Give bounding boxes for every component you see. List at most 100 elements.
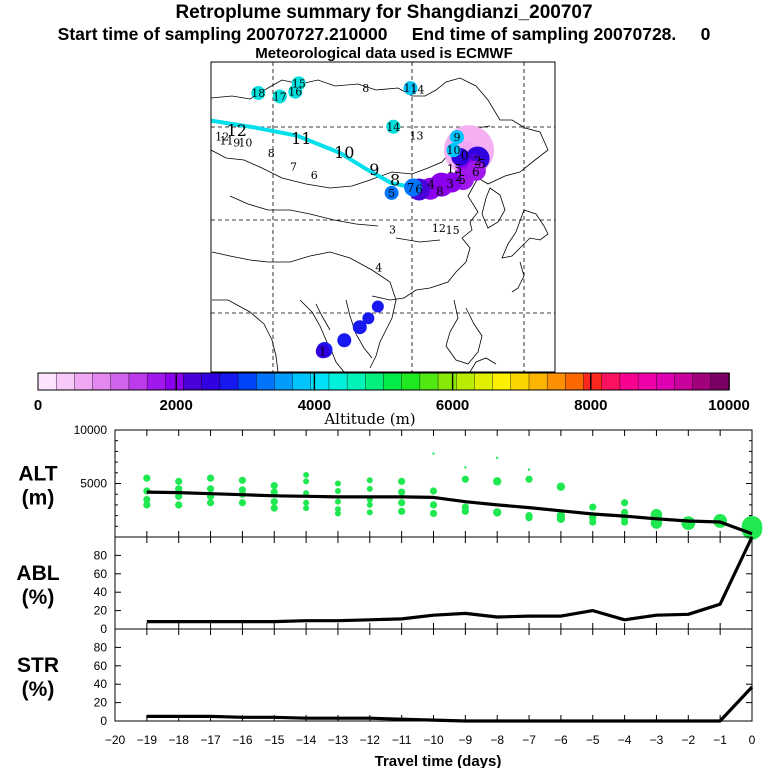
sampling-time-subtitle: Start time of sampling 20070727.210000 E… bbox=[57, 24, 711, 44]
alt-scatter-point bbox=[334, 510, 341, 517]
alt-scatter-point bbox=[398, 488, 406, 496]
panel-frame bbox=[114, 628, 753, 722]
alt-scatter-point bbox=[175, 501, 183, 509]
colorbar-swatch bbox=[165, 372, 185, 391]
alt-scatter-point bbox=[556, 511, 566, 520]
alt-scatter-point bbox=[175, 485, 183, 493]
trajectory-day-number: 15 bbox=[446, 224, 460, 237]
x-tick-label: −16 bbox=[232, 733, 253, 747]
alt-scatter-point bbox=[432, 452, 435, 455]
alt-scatter-point bbox=[398, 477, 406, 485]
x-tick-label: −3 bbox=[650, 733, 664, 747]
trajectory-number-dot bbox=[386, 119, 401, 134]
trajectory-day-number: 12 bbox=[215, 130, 229, 143]
colorbar-frame bbox=[37, 372, 730, 391]
panel-label: ABL bbox=[16, 562, 59, 585]
y-tick-label: 80 bbox=[94, 548, 108, 562]
colorbar-swatch bbox=[437, 372, 458, 391]
trajectory-day-number: 16 bbox=[288, 86, 302, 99]
colorbar-swatch bbox=[674, 372, 694, 391]
panel-unit: (%) bbox=[22, 586, 55, 609]
alt-scatter-point bbox=[238, 499, 246, 507]
colorbar-swatch bbox=[456, 372, 476, 391]
chart-title: Retroplume summary for Shangdianzi_20070… bbox=[175, 2, 593, 23]
colorbar-swatch bbox=[619, 372, 639, 391]
time-series-panels: 500010000ALT(m)020406080ABL(%)020406080S… bbox=[16, 423, 763, 747]
alt-scatter-point bbox=[366, 485, 373, 492]
y-tick-label: 5000 bbox=[80, 477, 107, 491]
y-tick-label: 60 bbox=[94, 659, 108, 673]
alt-scatter-point bbox=[398, 507, 406, 515]
y-tick-label: 0 bbox=[100, 622, 107, 636]
trajectory-number-dot bbox=[288, 84, 303, 99]
cluster-day-number: 8 bbox=[436, 185, 444, 199]
alt-scatter-point bbox=[303, 499, 310, 506]
alt-scatter-point bbox=[429, 487, 438, 495]
alt-scatter-point bbox=[206, 474, 215, 482]
track-day-number: 11 bbox=[291, 129, 311, 148]
colorbar-swatch bbox=[274, 372, 294, 391]
y-tick-label: 10000 bbox=[74, 423, 108, 437]
alt-scatter-point bbox=[621, 499, 629, 507]
x-tick-label: −20 bbox=[105, 733, 126, 747]
trajectory-day-number: 14 bbox=[386, 121, 400, 134]
colorbar-swatch bbox=[510, 372, 530, 391]
trajectory-day-number: 18 bbox=[251, 87, 265, 100]
alt-scatter-point bbox=[270, 488, 278, 496]
colorbar-swatch bbox=[601, 372, 621, 391]
cluster-day-number: 6 bbox=[472, 165, 480, 179]
colorbar-swatch bbox=[292, 372, 312, 391]
y-tick-label: 20 bbox=[94, 696, 108, 710]
colorbar-swatch bbox=[183, 372, 203, 391]
x-tick-label: 0 bbox=[749, 733, 756, 747]
cluster-day-number: 6 bbox=[415, 182, 423, 196]
colorbar-swatch bbox=[710, 372, 730, 391]
x-tick-label: −5 bbox=[586, 733, 600, 747]
x-tick-label: −15 bbox=[264, 733, 285, 747]
trajectory-day-number: 10 bbox=[447, 144, 461, 157]
alt-scatter-point bbox=[429, 501, 438, 509]
alt-scatter-point bbox=[496, 456, 499, 460]
alt-scatter-point bbox=[143, 501, 151, 509]
alt-scatter-point bbox=[334, 498, 341, 505]
trajectory-number-dot bbox=[384, 185, 399, 200]
x-tick-label: −9 bbox=[459, 733, 473, 747]
trajectory-day-number: 12 bbox=[432, 222, 446, 235]
track-day-number: 8 bbox=[390, 170, 400, 189]
colorbar-swatch bbox=[310, 372, 330, 391]
alt-scatter-point bbox=[303, 478, 310, 485]
colorbar-swatch bbox=[528, 372, 548, 391]
panel-unit: (m) bbox=[22, 487, 55, 510]
colorbar-swatch bbox=[237, 372, 258, 391]
trajectory-number-dot bbox=[446, 143, 461, 158]
colorbar-label: Altitude (m) bbox=[323, 410, 415, 428]
trajectory-circle bbox=[352, 320, 367, 335]
colorbar-swatch bbox=[328, 372, 348, 391]
colorbar-swatch bbox=[637, 372, 658, 391]
meteorological-data-line: Meteorological data used is ECMWF bbox=[255, 45, 513, 62]
map-background bbox=[211, 62, 555, 372]
trajectory-day-number: 7 bbox=[290, 161, 297, 174]
x-tick-label: −11 bbox=[392, 733, 412, 747]
colorbar-swatch bbox=[656, 372, 676, 391]
trajectory-circles bbox=[251, 76, 494, 359]
x-tick-label: −4 bbox=[618, 733, 632, 747]
trajectory-day-number: 10 bbox=[238, 137, 252, 150]
cluster-day-number: 7 bbox=[407, 181, 415, 195]
trajectory-day-number: 1 bbox=[319, 345, 326, 358]
series-line bbox=[146, 685, 754, 723]
trajectory-day-number: 11 bbox=[404, 82, 418, 95]
x-tick-label: −12 bbox=[360, 733, 381, 747]
trajectory-day-number: 6 bbox=[311, 169, 318, 182]
trajectory-day-number: 9 bbox=[233, 137, 240, 150]
colorbar-tick-label: 8000 bbox=[574, 397, 607, 414]
trajectory-number-dot bbox=[272, 89, 287, 104]
y-tick-label: 0 bbox=[100, 714, 107, 728]
alt-scatter-point bbox=[398, 499, 406, 507]
alt-scatter-point bbox=[366, 509, 373, 516]
colorbar-swatch bbox=[256, 372, 276, 391]
colorbar-swatch bbox=[146, 372, 167, 391]
panel-label: STR bbox=[17, 654, 59, 677]
